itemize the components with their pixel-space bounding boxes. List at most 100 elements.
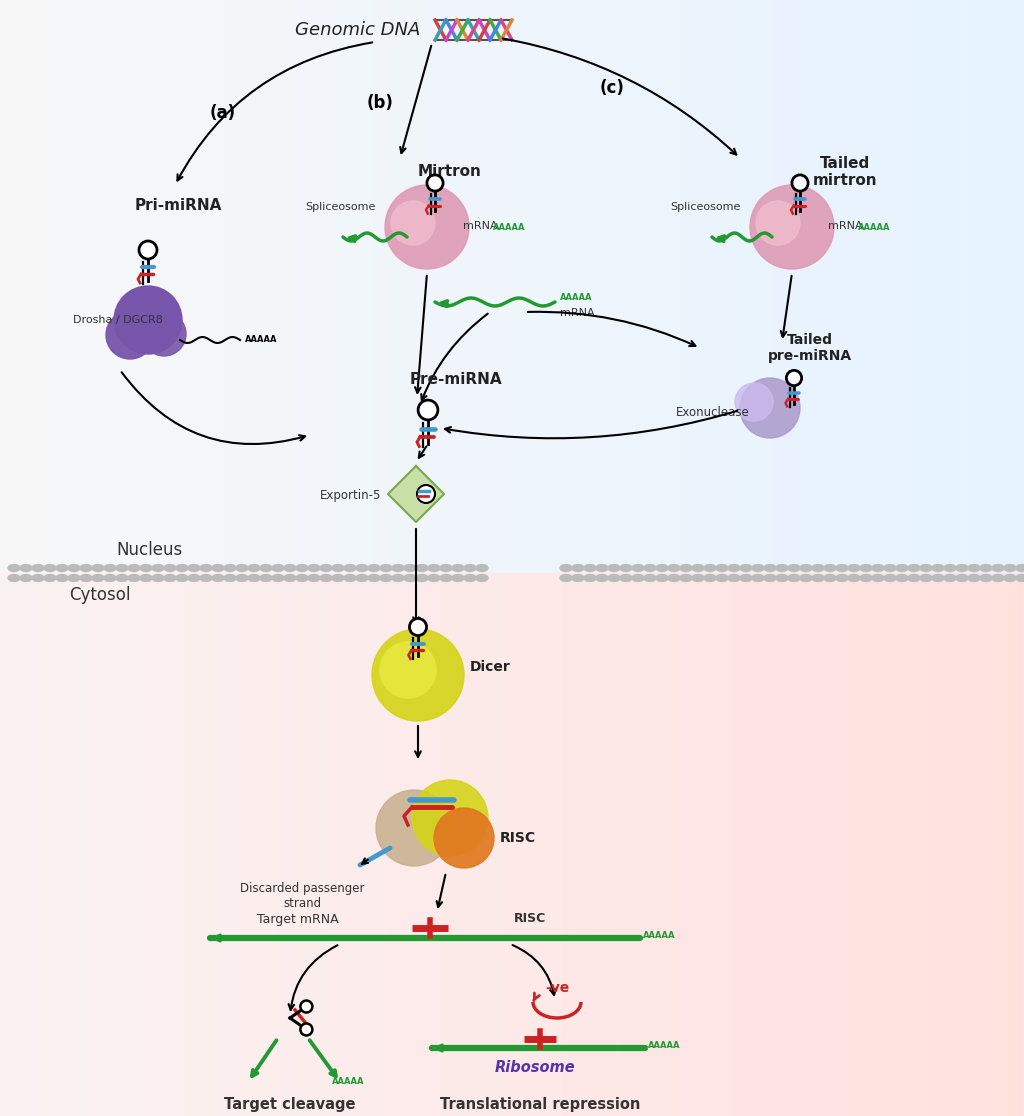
Bar	[179, 573, 185, 1116]
Bar	[829, 573, 836, 1116]
Bar	[486, 0, 493, 573]
Ellipse shape	[908, 565, 920, 571]
Bar	[410, 0, 416, 573]
Text: Pri-miRNA: Pri-miRNA	[134, 198, 221, 212]
Ellipse shape	[8, 565, 20, 571]
Bar	[72, 573, 78, 1116]
Bar	[660, 0, 667, 573]
Ellipse shape	[752, 575, 764, 581]
Ellipse shape	[860, 565, 872, 571]
Ellipse shape	[596, 565, 608, 571]
Bar	[1019, 573, 1024, 1116]
Bar	[143, 0, 150, 573]
Ellipse shape	[92, 565, 104, 571]
Circle shape	[740, 378, 800, 437]
Ellipse shape	[284, 575, 296, 581]
Bar	[41, 573, 47, 1116]
Bar	[317, 0, 324, 573]
Ellipse shape	[620, 565, 632, 571]
Ellipse shape	[740, 565, 752, 571]
Bar	[102, 573, 109, 1116]
Bar	[640, 0, 646, 573]
Bar	[241, 0, 247, 573]
Bar	[154, 0, 160, 573]
Bar	[230, 573, 237, 1116]
Ellipse shape	[872, 575, 884, 581]
Bar	[845, 0, 851, 573]
Ellipse shape	[608, 565, 620, 571]
Bar	[154, 573, 160, 1116]
Bar	[947, 0, 953, 573]
Text: AAAAA: AAAAA	[560, 294, 593, 302]
Ellipse shape	[296, 565, 308, 571]
Bar	[532, 573, 539, 1116]
Bar	[666, 0, 672, 573]
Bar	[481, 573, 487, 1116]
Ellipse shape	[668, 575, 680, 581]
Text: Dicer: Dicer	[470, 660, 511, 674]
Ellipse shape	[319, 565, 332, 571]
Bar	[200, 573, 206, 1116]
Ellipse shape	[764, 565, 776, 571]
Ellipse shape	[416, 565, 428, 571]
Ellipse shape	[620, 575, 632, 581]
Ellipse shape	[572, 575, 584, 581]
Bar	[614, 0, 621, 573]
Bar	[67, 573, 73, 1116]
Bar	[102, 0, 109, 573]
Ellipse shape	[560, 575, 572, 581]
Bar	[968, 573, 974, 1116]
Bar	[10, 0, 16, 573]
Ellipse shape	[404, 565, 416, 571]
Bar	[492, 573, 498, 1116]
Bar	[164, 573, 170, 1116]
Bar	[870, 0, 877, 573]
Bar	[507, 0, 513, 573]
Ellipse shape	[932, 565, 944, 571]
Bar	[824, 0, 830, 573]
Bar	[97, 573, 103, 1116]
Circle shape	[142, 312, 186, 356]
Bar	[56, 0, 62, 573]
Bar	[978, 0, 984, 573]
Ellipse shape	[572, 565, 584, 571]
Bar	[543, 573, 549, 1116]
Bar	[768, 573, 774, 1116]
Ellipse shape	[128, 565, 140, 571]
Bar	[92, 0, 98, 573]
Bar	[205, 0, 211, 573]
Text: mRNA: mRNA	[828, 221, 862, 231]
Bar	[783, 0, 790, 573]
Ellipse shape	[116, 565, 128, 571]
Bar	[645, 0, 651, 573]
Ellipse shape	[776, 575, 788, 581]
Bar	[276, 573, 283, 1116]
Bar	[620, 573, 626, 1116]
Bar	[932, 573, 938, 1116]
Bar	[118, 573, 124, 1116]
Ellipse shape	[80, 575, 92, 581]
Text: Genomic DNA: Genomic DNA	[295, 21, 420, 39]
Bar	[246, 573, 252, 1116]
Ellipse shape	[716, 565, 728, 571]
Bar	[369, 0, 375, 573]
Ellipse shape	[560, 565, 572, 571]
Bar	[41, 0, 47, 573]
Bar	[282, 573, 288, 1116]
Bar	[625, 0, 631, 573]
Bar	[727, 0, 733, 573]
Bar	[404, 573, 411, 1116]
Ellipse shape	[680, 575, 692, 581]
Ellipse shape	[440, 575, 452, 581]
Ellipse shape	[584, 565, 596, 571]
Bar	[952, 573, 958, 1116]
Ellipse shape	[404, 575, 416, 581]
Bar	[737, 573, 743, 1116]
Bar	[425, 573, 431, 1116]
Bar	[983, 0, 989, 573]
Bar	[748, 573, 754, 1116]
Bar	[82, 0, 88, 573]
Circle shape	[391, 201, 435, 246]
Ellipse shape	[212, 565, 224, 571]
Bar	[123, 0, 129, 573]
